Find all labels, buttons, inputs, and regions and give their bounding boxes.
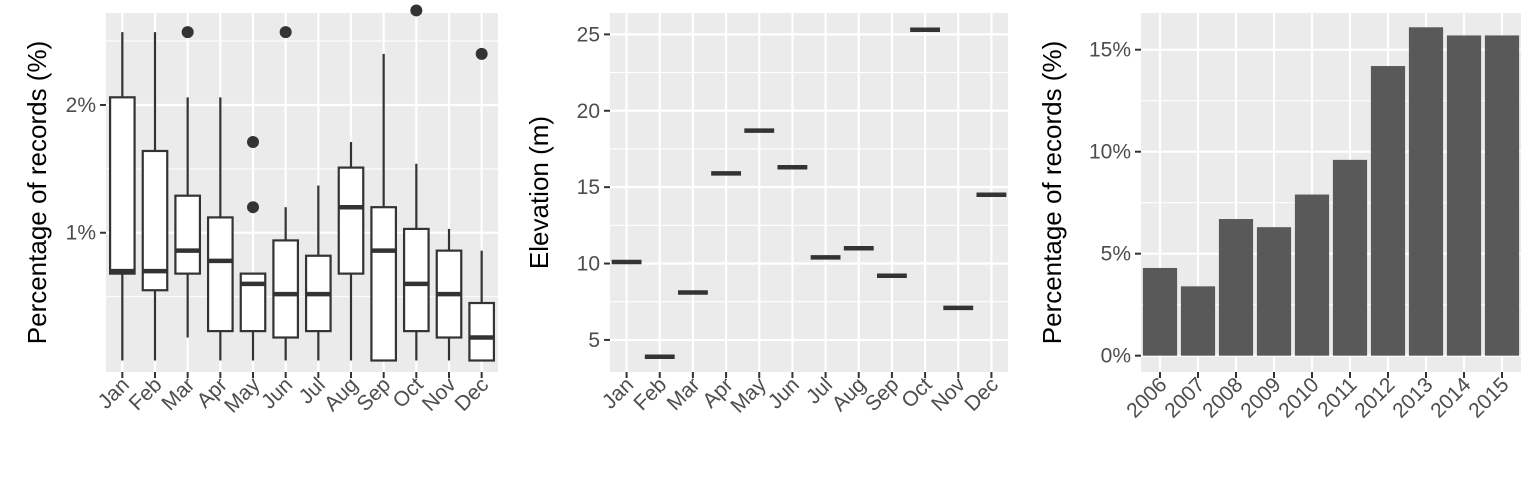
interquartile-box	[108, 96, 136, 275]
bar-2014	[1446, 35, 1482, 356]
x-tick-label: Aug	[320, 373, 363, 416]
bar-2013	[1408, 27, 1444, 356]
x-tick-label: 2008	[1198, 373, 1247, 422]
bar-2009	[1256, 227, 1292, 356]
box-may	[239, 136, 267, 361]
box-jun	[272, 26, 300, 361]
y-axis-title: Percentage of records (%)	[1037, 41, 1067, 344]
y-tick-label: 1%	[66, 222, 96, 245]
x-tick-label: Oct	[897, 373, 936, 412]
box-jul	[304, 185, 332, 361]
x-tick-label: Oct	[389, 373, 428, 412]
plot-panel	[106, 13, 498, 372]
y-tick-label: 10	[577, 253, 600, 276]
interquartile-box	[174, 194, 202, 275]
x-tick-label: Feb	[629, 373, 671, 415]
y-tick-label: 25	[577, 23, 600, 46]
y-tick-label: 15	[577, 176, 600, 199]
box-oct	[402, 4, 430, 361]
x-tick-label: Sep	[861, 373, 904, 416]
y-tick-label: 5%	[1101, 243, 1131, 266]
box-mar	[174, 26, 202, 338]
x-tick-label: Jun	[764, 373, 804, 413]
y-tick-label: 5	[588, 329, 600, 352]
bar-2010	[1294, 194, 1330, 356]
interquartile-box	[206, 216, 234, 333]
x-tick-label: 2013	[1388, 373, 1437, 422]
x-tick-label: 2006	[1122, 373, 1171, 422]
x-tick-label: Nov	[927, 373, 970, 416]
interquartile-box	[272, 239, 300, 339]
outlier-point	[410, 4, 423, 17]
outlier-point	[181, 26, 194, 39]
box-sep	[370, 53, 398, 362]
x-tick-label: 2010	[1274, 373, 1323, 422]
bar-2011	[1332, 159, 1368, 356]
outlier-point	[279, 26, 292, 39]
y-tick-label: 0%	[1101, 345, 1131, 368]
x-tick-label: Aug	[828, 373, 871, 416]
y-axis-title: Percentage of records (%)	[22, 41, 52, 344]
bar-2006	[1142, 267, 1178, 356]
outlier-point	[475, 47, 488, 60]
x-tick-label: 2015	[1464, 373, 1513, 422]
box-feb	[141, 32, 169, 361]
outlier-point	[247, 201, 259, 214]
yearly-percentage-bar-chart: 0%5%10%15%200620072008200920102011201220…	[1037, 13, 1521, 423]
x-tick-label: Mar	[663, 373, 705, 415]
y-tick-label: 15%	[1089, 39, 1131, 62]
x-tick-label: 2007	[1160, 373, 1209, 422]
monthly-percentage-boxplot: 1%2%JanFebMarAprMayJunJulAugSepOctNovDec…	[22, 4, 498, 418]
y-tick-label: 20	[577, 100, 600, 123]
interquartile-box	[141, 149, 169, 292]
bar-2012	[1370, 66, 1406, 356]
outlier-point	[247, 136, 259, 149]
x-tick-label: 2011	[1313, 373, 1361, 421]
monthly-elevation-plot: 510152025JanFebMarAprMayJunJulAugSepOctN…	[524, 13, 1008, 418]
bar-2007	[1180, 286, 1216, 356]
x-tick-label: Feb	[125, 373, 167, 415]
interquartile-box	[337, 166, 365, 275]
x-tick-label: Jun	[257, 373, 297, 413]
x-tick-label: 2012	[1350, 373, 1399, 422]
x-tick-label: Sep	[353, 373, 396, 416]
x-tick-label: 2014	[1426, 373, 1476, 423]
box-aug	[337, 142, 365, 361]
box-apr	[206, 97, 234, 361]
x-tick-label: Dec	[451, 373, 494, 416]
x-tick-label: 2009	[1236, 373, 1285, 422]
box-nov	[435, 228, 463, 361]
x-tick-label: Mar	[157, 373, 199, 415]
interquartile-box	[402, 227, 430, 333]
y-tick-label: 2%	[66, 94, 96, 117]
x-tick-label: Jan	[94, 373, 134, 413]
box-jan	[108, 32, 136, 361]
interquartile-box	[468, 301, 496, 362]
plot-panel	[610, 13, 1008, 372]
y-tick-label: 10%	[1089, 141, 1131, 164]
x-tick-label: Jan	[598, 373, 638, 413]
x-tick-label: Dec	[960, 373, 1003, 416]
y-axis-title: Elevation (m)	[524, 116, 554, 269]
bar-2015	[1484, 35, 1520, 356]
interquartile-box	[370, 206, 398, 362]
box-dec	[468, 47, 496, 362]
bar-2008	[1218, 219, 1254, 356]
